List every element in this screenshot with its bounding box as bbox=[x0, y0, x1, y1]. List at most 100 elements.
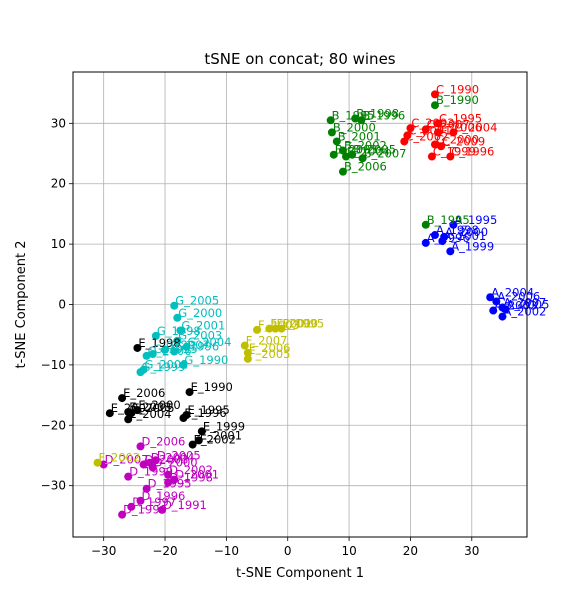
point-a bbox=[421, 238, 430, 247]
point-label: E_2007 bbox=[111, 401, 153, 415]
point-label: E_1999 bbox=[203, 419, 245, 433]
point-label: D_1996 bbox=[141, 489, 185, 503]
y-tick-label: 10 bbox=[51, 237, 66, 251]
point-f bbox=[93, 458, 102, 467]
point-g bbox=[176, 326, 185, 335]
point-b bbox=[332, 137, 341, 146]
point-label: B_1990 bbox=[436, 93, 479, 107]
x-tick-label: 0 bbox=[284, 544, 292, 558]
point-b bbox=[329, 150, 338, 159]
point-label: A_2004 bbox=[491, 285, 534, 299]
point-e bbox=[194, 436, 203, 445]
point-label: B_2000 bbox=[333, 120, 376, 134]
point-b bbox=[326, 116, 335, 125]
point-label: B_2001 bbox=[338, 129, 381, 143]
point-a bbox=[446, 247, 455, 256]
axis-ticks: −30 −20 −10 0 10 20 30 −30 −20 −10 0 10 20 30 bbox=[41, 116, 480, 558]
point-d bbox=[157, 505, 166, 514]
point-c bbox=[427, 152, 436, 161]
point-f bbox=[240, 341, 249, 350]
point-d bbox=[136, 496, 145, 505]
point-label: C_1996 bbox=[451, 145, 494, 159]
y-tick-label: −10 bbox=[41, 358, 66, 372]
point-label: C_2007 bbox=[427, 117, 470, 131]
point-label: D_2001 bbox=[175, 468, 219, 482]
point-label: E_2004 bbox=[129, 407, 171, 421]
point-b bbox=[357, 116, 366, 125]
point-c bbox=[406, 124, 415, 133]
point-e bbox=[188, 440, 197, 449]
point-b bbox=[351, 114, 360, 123]
point-label: G_2006 bbox=[148, 344, 192, 358]
point-label: E_2005 bbox=[132, 401, 174, 415]
point-label: D_2006 bbox=[141, 434, 185, 448]
point-label: G_2001 bbox=[181, 318, 225, 332]
point-label: F_2005 bbox=[249, 347, 291, 361]
point-label: F_2001 bbox=[270, 317, 312, 331]
point-label: E_2001 bbox=[200, 428, 242, 442]
point-d bbox=[142, 484, 151, 493]
point-e bbox=[118, 394, 127, 403]
point-c bbox=[446, 152, 455, 161]
point-label: G_1998 bbox=[157, 324, 201, 338]
point-b bbox=[348, 150, 357, 159]
point-label: F_2000 bbox=[276, 317, 318, 331]
point-a bbox=[430, 231, 439, 240]
point-c bbox=[421, 125, 430, 134]
point-d bbox=[136, 442, 145, 451]
point-label: C_2003 bbox=[411, 116, 454, 130]
point-f bbox=[243, 354, 252, 363]
point-label: C_2002 bbox=[405, 129, 448, 143]
point-g bbox=[142, 351, 151, 360]
point-f bbox=[277, 324, 286, 333]
x-tick-label: 10 bbox=[341, 544, 356, 558]
point-e bbox=[179, 414, 188, 423]
point-e bbox=[127, 409, 136, 418]
point-label: A_2002 bbox=[503, 305, 546, 319]
point-g bbox=[136, 368, 145, 377]
point-label: C_2000 bbox=[436, 132, 479, 146]
point-d bbox=[124, 472, 133, 481]
x-axis-label: t-SNE Component 1 bbox=[236, 566, 364, 581]
point-d bbox=[170, 475, 179, 484]
y-tick-label: 0 bbox=[58, 298, 66, 312]
point-label: C_2001 bbox=[408, 123, 451, 137]
point-g bbox=[170, 301, 179, 310]
point-b bbox=[327, 128, 336, 137]
point-label: A_2003 bbox=[494, 299, 537, 313]
point-label: G_2002 bbox=[145, 358, 189, 372]
point-label: D_2002 bbox=[169, 463, 213, 477]
point-label: A_2005 bbox=[507, 297, 550, 311]
point-g bbox=[173, 313, 182, 322]
point-label: B_2005 bbox=[353, 143, 396, 157]
point-label: E_2002 bbox=[194, 433, 236, 447]
point-g bbox=[151, 331, 160, 340]
point-label: G_1995 bbox=[154, 342, 198, 356]
point-label: E_1990 bbox=[191, 380, 233, 394]
point-label: D_2005 bbox=[157, 448, 201, 462]
y-tick-label: −20 bbox=[41, 418, 66, 432]
point-label: B_2004 bbox=[347, 145, 390, 159]
point-c bbox=[430, 140, 439, 149]
point-d bbox=[148, 463, 157, 472]
point-label: F_2006 bbox=[249, 341, 291, 355]
point-a bbox=[501, 305, 510, 314]
point-label: D_2003 bbox=[145, 453, 189, 467]
point-e bbox=[133, 343, 142, 352]
y-tick-label: −30 bbox=[41, 479, 66, 493]
point-label: A_1998 bbox=[436, 223, 479, 237]
x-tick-label: 20 bbox=[403, 544, 418, 558]
point-label: G_2003 bbox=[178, 329, 222, 343]
point-f bbox=[271, 324, 280, 333]
point-label: B_1995 bbox=[332, 108, 375, 122]
points bbox=[93, 90, 510, 519]
point-label: B_2003 bbox=[335, 143, 378, 157]
point-label: D_1991 bbox=[163, 498, 207, 512]
point-a bbox=[486, 293, 495, 302]
point-label: F_2007 bbox=[246, 334, 288, 348]
point-a bbox=[489, 306, 498, 315]
point-e bbox=[185, 388, 194, 397]
